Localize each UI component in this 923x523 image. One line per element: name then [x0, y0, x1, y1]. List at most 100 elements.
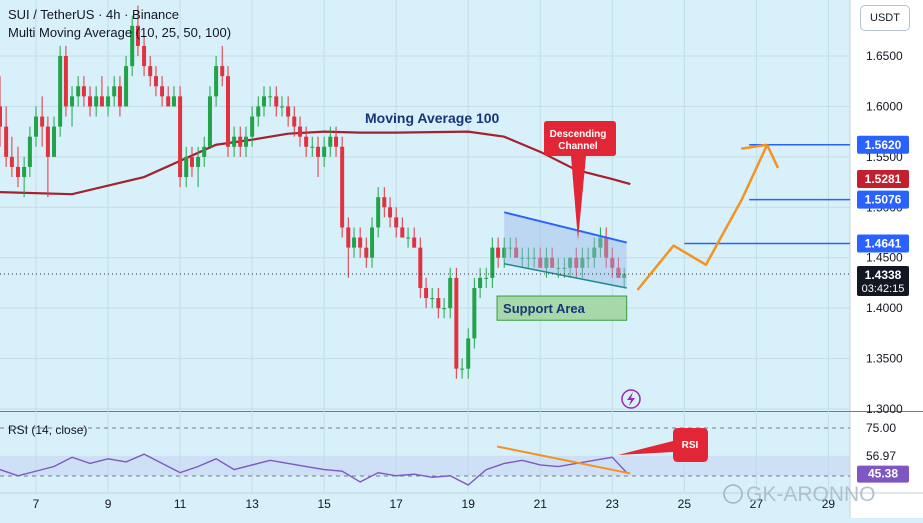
candle-body	[478, 277, 483, 288]
candle-body	[298, 126, 303, 137]
candle-body	[508, 247, 513, 249]
candle-body	[550, 257, 555, 268]
candle-body	[112, 86, 117, 97]
candle-body	[490, 247, 495, 278]
forecast-arrowhead-left	[740, 143, 768, 150]
candle-body	[280, 106, 285, 108]
candle-body	[574, 257, 579, 268]
y-tick-label: 1.3000	[866, 402, 903, 416]
candle-body	[592, 247, 597, 258]
price-level-tag-bg	[857, 135, 909, 154]
candle-body	[496, 247, 501, 258]
watermark-text: GK-ARONNO	[746, 483, 876, 506]
candle-body	[442, 308, 447, 310]
last-price-tag: 1.4338	[865, 268, 902, 282]
candle-body	[364, 247, 369, 258]
candle-body	[310, 146, 315, 148]
candle-body	[346, 227, 351, 248]
candle-body	[292, 116, 297, 127]
candle-body	[27, 136, 32, 167]
candle-body	[406, 237, 411, 239]
candle-body	[34, 116, 39, 137]
candle-body	[376, 197, 381, 228]
support-area-label: Support Area	[503, 301, 586, 316]
candle-body	[76, 86, 81, 97]
price-level-tag-bg	[857, 234, 909, 253]
candle-body	[124, 66, 129, 107]
candle-body	[232, 136, 237, 147]
candle-body	[63, 56, 68, 107]
x-tick-label: 21	[534, 497, 548, 511]
candle-body	[274, 96, 279, 107]
candle-body	[52, 126, 57, 157]
y-tick-label: 1.6500	[866, 49, 903, 63]
x-tick-label: 29	[822, 497, 836, 511]
rsi-title: RSI (14, close)	[8, 423, 87, 437]
x-tick-label: 13	[245, 497, 259, 511]
candle-body	[460, 368, 465, 370]
candle-body	[184, 156, 189, 178]
x-tick-label: 23	[606, 497, 620, 511]
candle-body	[598, 237, 603, 248]
x-tick-label: 9	[105, 497, 112, 511]
rsi-tick-label: 56.97	[866, 449, 896, 463]
candle-body	[526, 257, 531, 259]
candle-body	[189, 156, 194, 167]
candle-body	[135, 25, 140, 46]
candle-body	[304, 136, 309, 147]
ma100-label: Moving Average 100	[365, 110, 500, 126]
ma-value-tag-bg	[857, 169, 909, 188]
y-tick-label: 1.4500	[866, 251, 903, 265]
x-tick-label: 19	[462, 497, 476, 511]
rsi-callout	[618, 428, 708, 462]
candle-body	[225, 76, 230, 147]
price-level-tag: 1.5620	[865, 138, 902, 152]
ma-value-tag: 1.5281	[865, 172, 902, 186]
candle-body	[94, 96, 99, 107]
candle-body	[418, 247, 423, 288]
candle-body	[436, 298, 441, 309]
rsi-band	[0, 455, 850, 476]
descending-channel-callout	[544, 121, 616, 240]
x-tick-label: 11	[174, 497, 187, 511]
candle-body	[358, 237, 363, 248]
candle-body	[382, 197, 387, 208]
candle-body	[130, 25, 135, 67]
y-tick-label: 1.4000	[866, 301, 903, 315]
indicator-legend: Multi Moving Average (10, 25, 50, 100)	[8, 25, 232, 40]
candle-body	[142, 45, 147, 67]
candle-body	[256, 106, 261, 117]
candle-body	[268, 96, 273, 98]
candle-body	[178, 96, 183, 178]
channel-bottom-line	[504, 263, 627, 289]
rsi-value-tag-bg	[857, 465, 909, 483]
rsi-tick-label: 75.00	[866, 421, 896, 435]
candle-body	[430, 298, 435, 300]
candle-body	[0, 106, 2, 127]
candle-body	[622, 274, 627, 278]
currency-button[interactable]: USDT	[860, 5, 910, 31]
candle-body	[238, 136, 243, 147]
price-level-tag-bg	[857, 190, 909, 209]
ma100-line	[0, 130, 631, 196]
candle-body	[562, 267, 567, 269]
candle-body	[448, 277, 453, 309]
candle-body	[334, 136, 339, 147]
candle-body	[148, 66, 153, 77]
candle-body	[532, 257, 537, 259]
countdown-tag: 03:42:15	[862, 283, 905, 295]
channel-top-line	[503, 211, 627, 244]
x-tick-label: 27	[750, 497, 764, 511]
candle-body	[400, 227, 405, 238]
x-tick-label: 25	[678, 497, 692, 511]
candle-body	[466, 338, 471, 369]
candle-body	[99, 96, 104, 107]
candle-body	[45, 126, 50, 157]
rsi-divergence-line	[496, 445, 631, 475]
candle-body	[160, 86, 165, 97]
candle-body	[9, 156, 14, 167]
price-scale-background	[850, 0, 923, 518]
candle-body	[538, 257, 543, 268]
